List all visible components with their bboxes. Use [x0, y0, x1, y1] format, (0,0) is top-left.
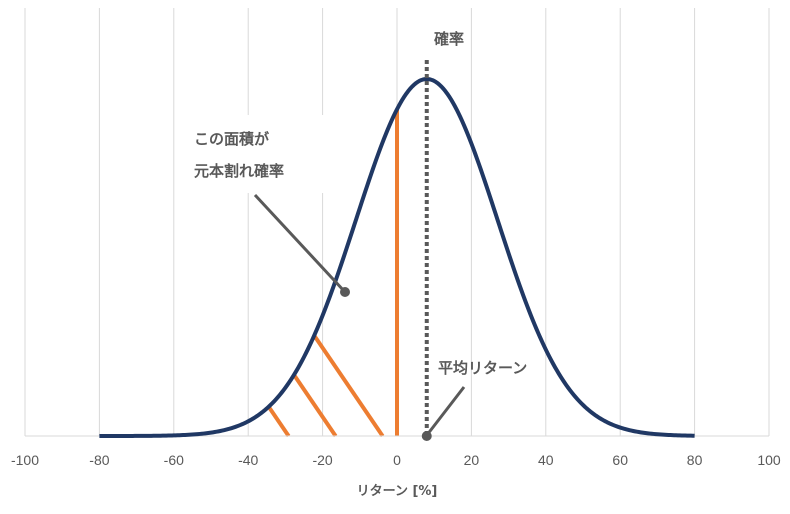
downside-hatched-area: [267, 334, 385, 438]
mean-return-pointer: [425, 386, 466, 436]
x-axis-tick-labels: -100 -80 -60 -40 -20 0 20 40 60 80 100: [11, 452, 781, 468]
x-tick-label: -60: [164, 452, 184, 468]
area-annotation-pointer: [253, 193, 347, 294]
x-tick-label: 20: [464, 452, 480, 468]
x-tick-label: 0: [393, 452, 401, 468]
area-annotation-dot: [340, 287, 350, 297]
x-axis-label: リターン [%]: [357, 484, 438, 499]
x-tick-label: 60: [612, 452, 628, 468]
x-tick-label: 100: [757, 452, 781, 468]
x-tick-label: 80: [687, 452, 703, 468]
area-annotation-line2: 元本割れ確率: [194, 162, 284, 180]
area-annotation-box: [182, 115, 327, 193]
x-tick-label: -20: [312, 452, 332, 468]
x-tick-label: -80: [89, 452, 109, 468]
hatch-line: [312, 334, 385, 438]
hatch-line: [292, 373, 338, 438]
mean-return-label: 平均リターン: [438, 359, 527, 377]
probability-label: 確率: [433, 30, 464, 48]
distribution-curve: [99, 77, 695, 438]
area-annotation-line1: この面積が: [194, 130, 270, 148]
x-tick-label: -100: [11, 452, 39, 468]
x-tick-label: -40: [238, 452, 258, 468]
hatch-line: [267, 405, 291, 438]
mean-return-dot: [421, 431, 432, 441]
x-tick-label: 40: [538, 452, 554, 468]
